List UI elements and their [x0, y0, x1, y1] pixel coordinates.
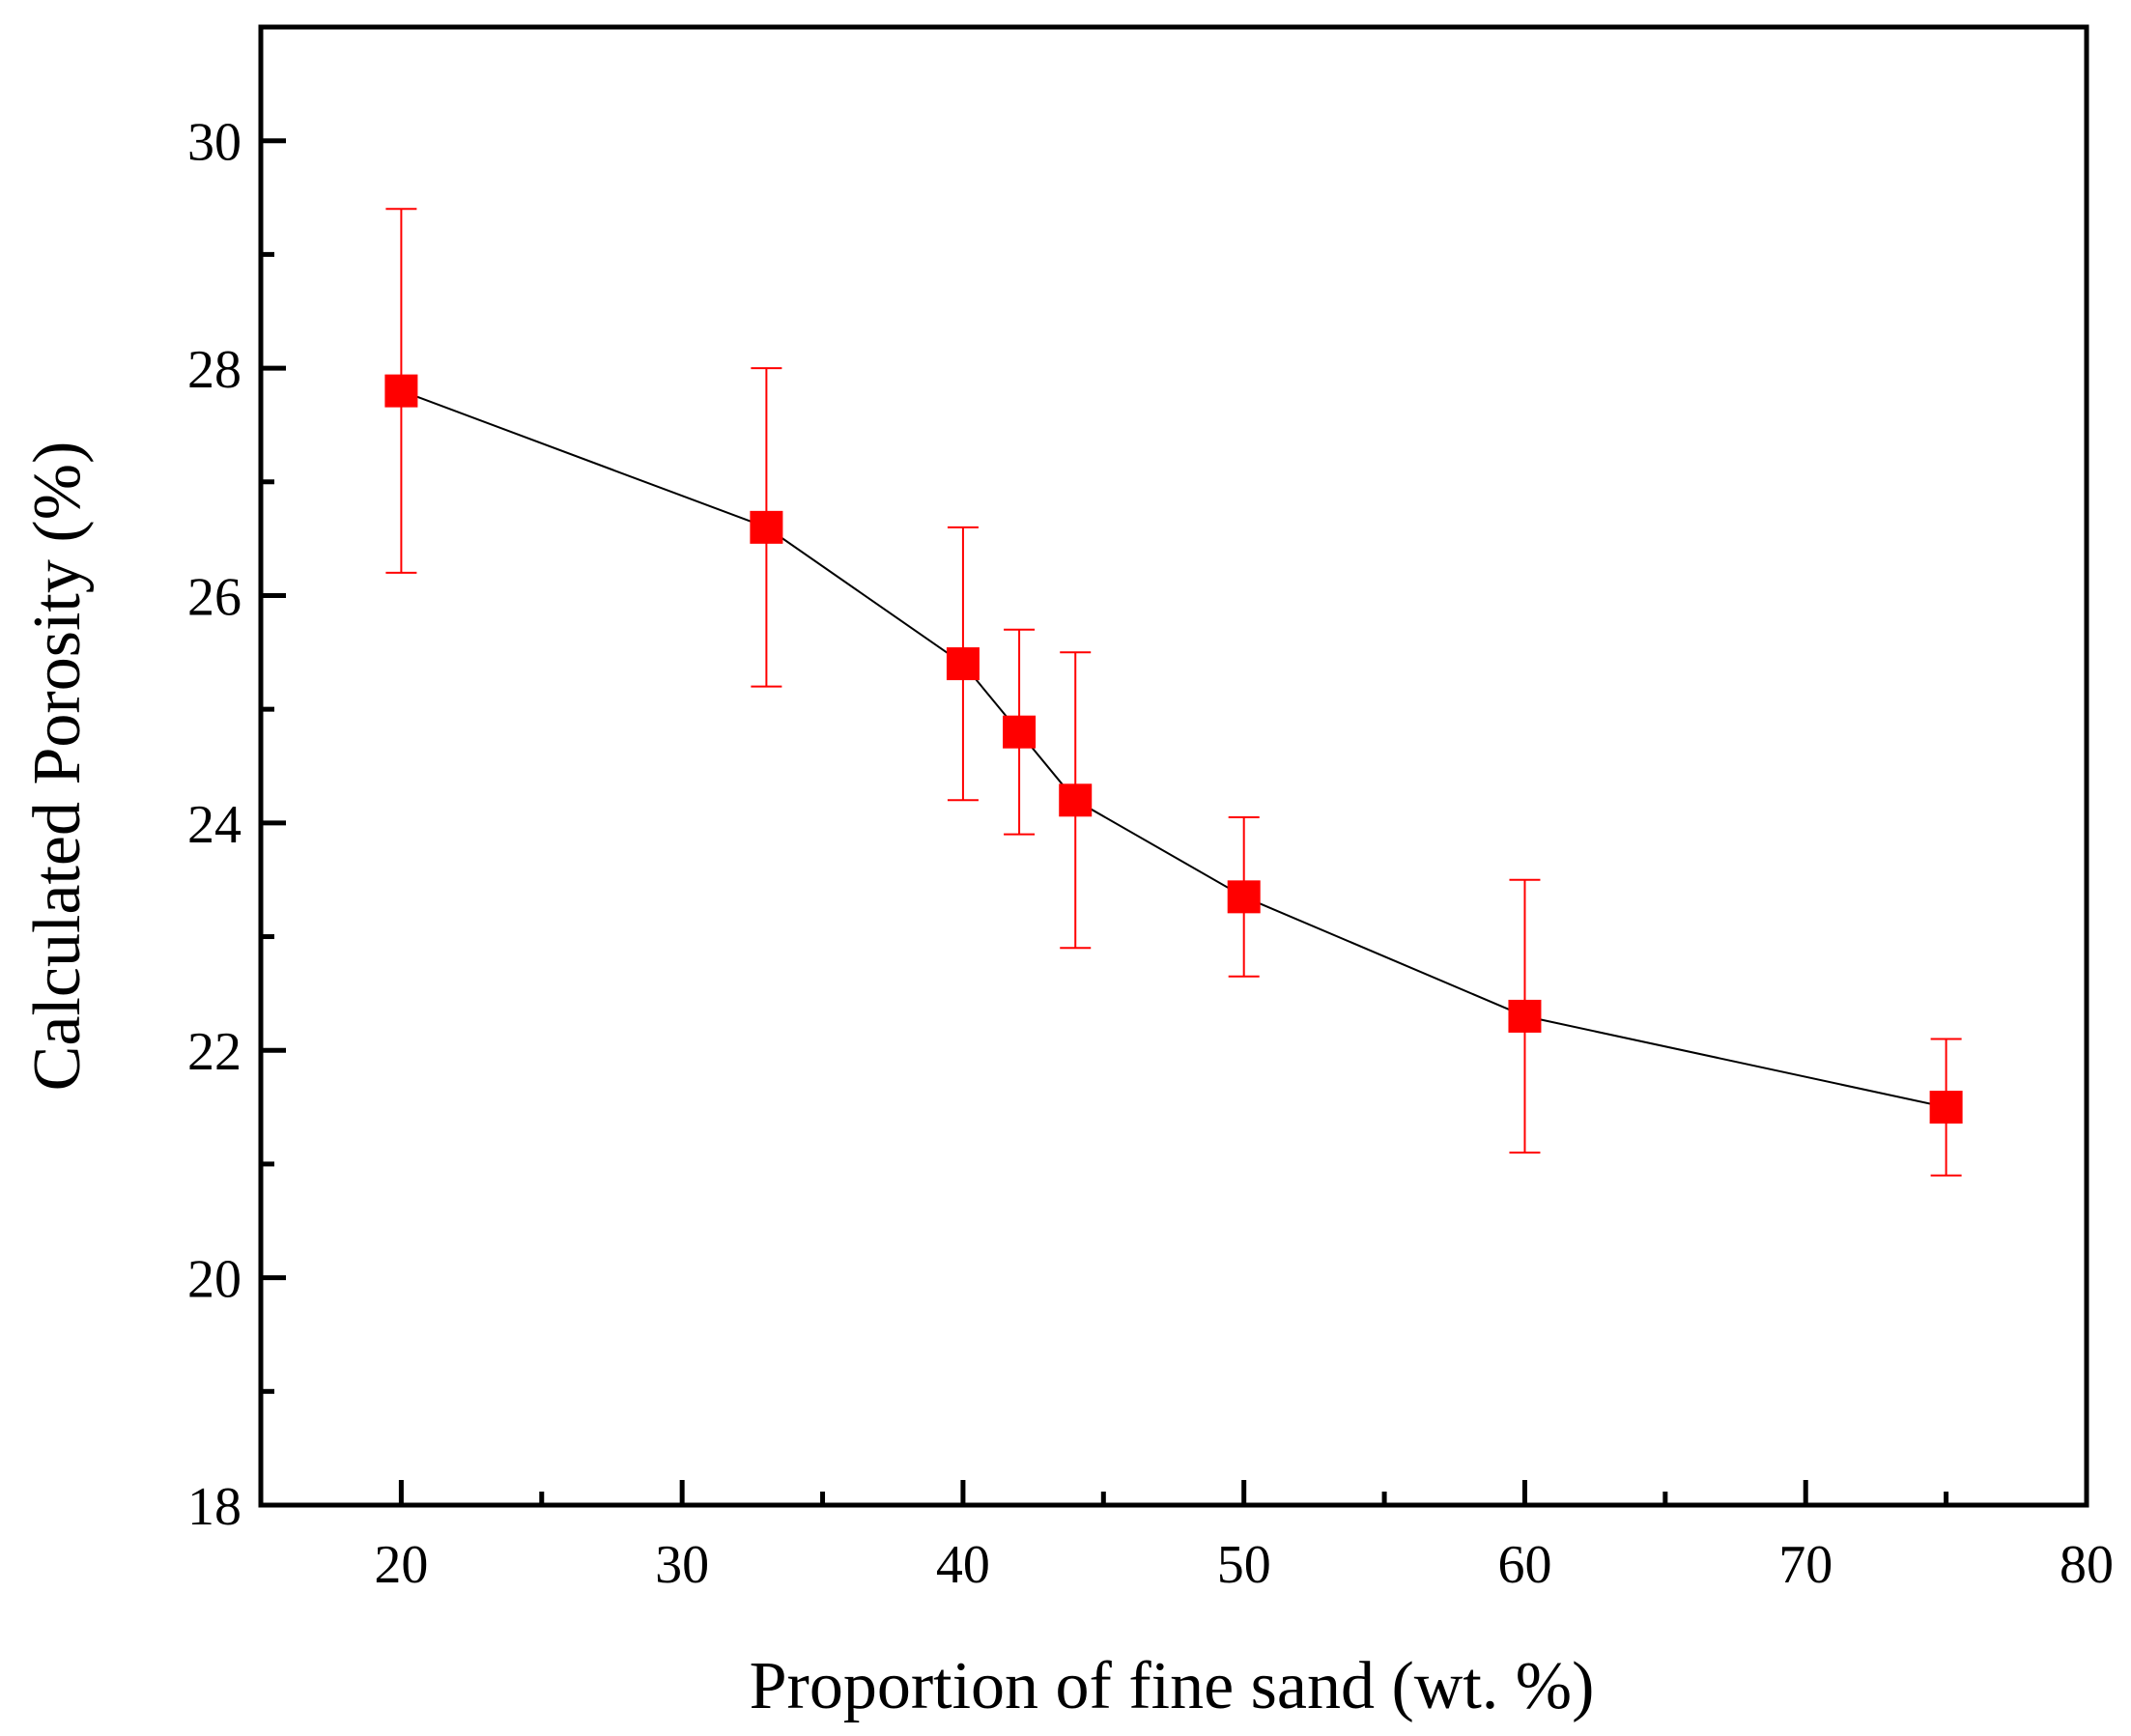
y-axis-title: Calculated Porosity (%) [20, 441, 95, 1092]
x-axis-ticks: 20 30 40 50 60 70 80 [374, 1480, 2114, 1595]
errorbar-group [385, 208, 1962, 1177]
marker-group [384, 374, 1963, 1124]
x-tick-label: 30 [655, 1535, 709, 1595]
y-tick-label: 30 [187, 113, 242, 173]
data-point-marker [1227, 880, 1261, 914]
data-point-marker [384, 374, 418, 408]
x-tick-label: 50 [1217, 1535, 1271, 1595]
y-tick-label: 26 [187, 567, 242, 627]
data-point-marker [1059, 783, 1093, 817]
y-tick-label: 24 [187, 795, 242, 855]
y-tick-label: 28 [187, 340, 242, 400]
data-point-marker [750, 510, 783, 544]
x-tick-label: 70 [1778, 1535, 1833, 1595]
series-line-group [401, 389, 1946, 1109]
data-point-marker [946, 647, 980, 681]
y-tick-label: 18 [187, 1477, 242, 1537]
x-tick-label: 20 [374, 1535, 428, 1595]
y-tick-label: 20 [187, 1250, 242, 1310]
plot-frame [258, 24, 2089, 1508]
series-line [401, 389, 1946, 1109]
data-point-marker [1003, 715, 1037, 749]
data-point-marker [1929, 1091, 1963, 1124]
data-point-marker [1508, 999, 1542, 1033]
y-tick-label: 22 [187, 1022, 242, 1082]
x-tick-label: 80 [2060, 1535, 2114, 1595]
x-axis-title: Proportion of fine sand (wt. %) [750, 1649, 1595, 1723]
y-axis-ticks: 18 20 22 24 26 28 30 [187, 113, 286, 1537]
x-tick-label: 40 [936, 1535, 990, 1595]
x-tick-label: 60 [1497, 1535, 1551, 1595]
